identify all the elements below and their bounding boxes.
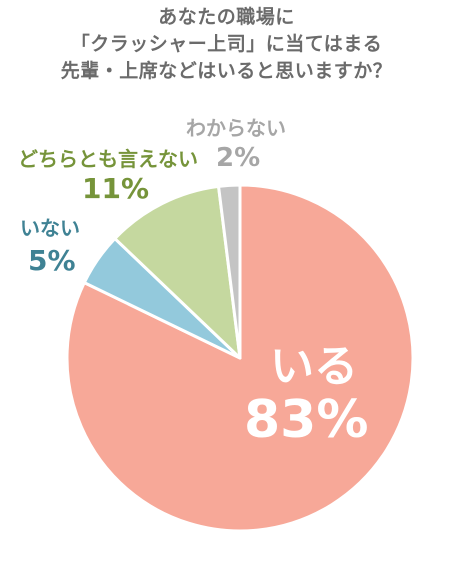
label-dochira-name: どちらとも言えない [18,147,198,171]
pie-slice-wakaranai [217,183,242,360]
label-iru-name: いる [270,341,358,392]
pie-slice-dochira [113,184,242,360]
title-line-2: 「クラッシャー上司」に当てはまる [70,33,383,55]
chart-title: あなたの職場に 「クラッシャー上司」に当てはまる 先輩・上席などはいると思います… [0,4,453,85]
label-wakaranai-percent: 2% [216,143,261,173]
label-inai-name: いない [20,216,80,240]
title-line-1: あなたの職場に [158,6,295,28]
label-iru-percent: 83% [244,390,369,450]
title-line-3: 先輩・上席などはいると思いますか？ [60,60,393,82]
label-dochira-percent: 11% [82,172,150,205]
label-wakaranai-name: わからない [186,116,286,140]
label-inai-percent: 5% [28,244,76,277]
